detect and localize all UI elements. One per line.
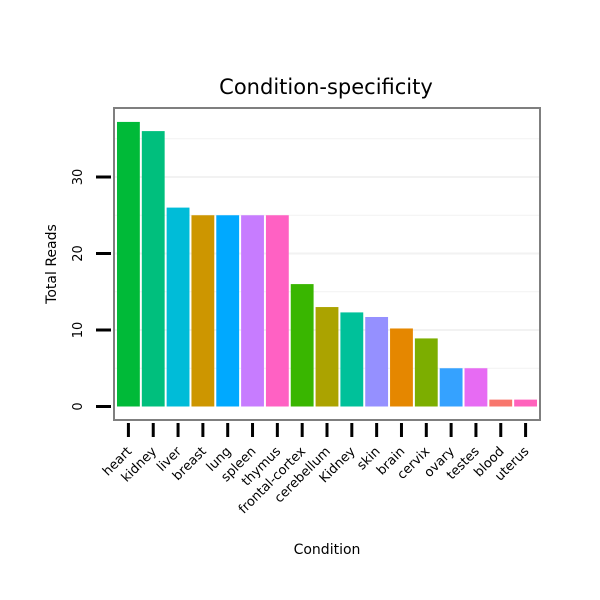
bar-blood [489,399,513,407]
y-tick-label: 10 [71,322,86,339]
plot-panel-border [113,107,541,421]
bar-cerebellum [315,307,339,407]
bar-testes [464,368,488,407]
y-tick-label: 30 [71,169,86,186]
bar-lung [216,215,240,407]
bar-liver [166,207,190,407]
bar-uterus [514,399,538,407]
bar-spleen [241,215,264,407]
bar-cervix [414,338,438,407]
y-axis: 0 10 20 30 [71,169,111,411]
y-tick-label: 20 [71,245,86,262]
bar-skin [365,316,389,407]
bars [116,121,538,407]
y-tick-label: 0 [71,402,86,410]
bar-breast [191,215,215,407]
x-axis-label: Condition [294,542,361,558]
bar-kidney [141,131,165,407]
bar-frontal-cortex [290,284,314,407]
bar-kidney [340,312,364,407]
plot-area [113,107,541,421]
chart-title: Condition-specificity [219,75,433,99]
bar-brain [390,328,413,407]
bar-thymus [265,215,289,407]
bar-ovary [439,368,463,407]
y-axis-label: Total Reads [44,224,60,305]
bar-heart [116,121,140,407]
x-axis: heartkidneyliverbreastlungspleenthymusfr… [100,423,533,517]
